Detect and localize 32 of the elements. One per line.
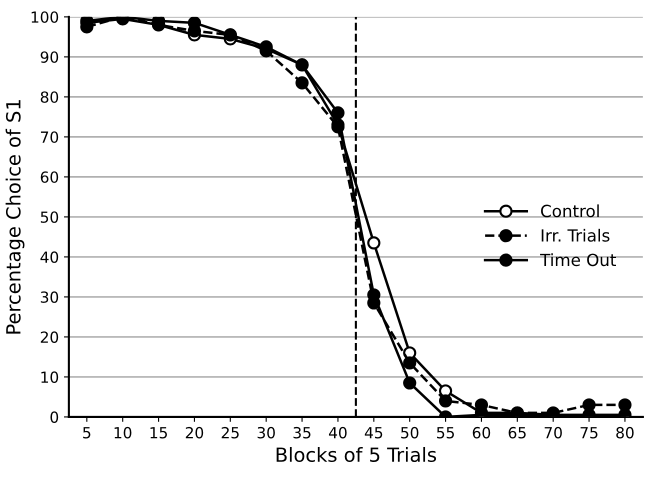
x-tick-label: 40 [328,426,347,438]
x-tick-label: 50 [401,426,418,438]
legend-label: Time Out [540,253,616,266]
y-tick-label: 50 [40,211,58,223]
y-tick-label: 100 [32,11,58,23]
legend-label: Control [541,204,599,218]
x-tick-label: 45 [364,427,382,438]
x-tick-label: 80 [616,426,634,438]
y-tick-label: 90 [40,51,58,63]
x-tick-label: 20 [186,426,204,438]
x-tick-label: 10 [114,426,132,438]
y-tick-label: 60 [40,171,58,183]
y-tick-label: 10 [41,371,58,383]
legend-label: Irr. Trials [542,228,610,242]
x-tick-label: 60 [472,426,490,438]
x-tick-label: 65 [508,426,526,438]
x-tick-label: 75 [580,427,598,438]
y-tick-label: 80 [40,91,58,103]
y-tick-label: 30 [40,291,58,303]
x-tick-label: 15 [150,427,167,438]
y-tick-label: 70 [40,131,58,143]
x-tick-label: 70 [544,426,562,438]
y-tick-label: 20 [40,331,58,343]
y-tick-label: 0 [50,411,58,423]
y-tick-label: 40 [40,251,58,263]
x-tick-label: 5 [83,427,90,438]
x-tick-label: 55 [437,427,454,438]
x-tick-label: 30 [258,426,275,438]
x-tick-label: 25 [222,426,239,438]
x-tick-label: 35 [294,426,310,438]
x-axis-title: Blocks of 5 Trials [276,446,436,462]
y-axis-title: Percentage Choice of S1 [6,100,24,334]
